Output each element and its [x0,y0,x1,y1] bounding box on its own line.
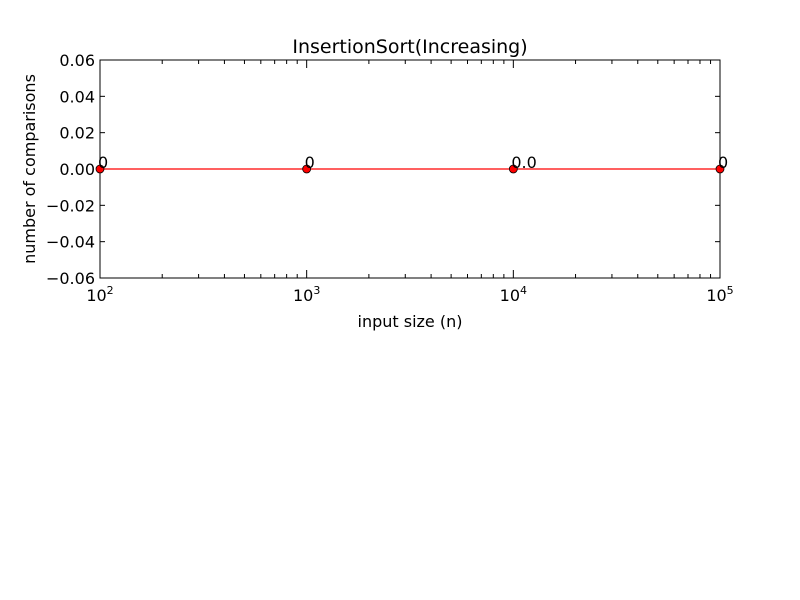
data-point [302,164,312,174]
data-point [508,164,518,174]
data-point [95,164,105,174]
y-axis-label: number of comparisons [20,74,39,264]
data-point [715,164,725,174]
x-tick-label: 105 [706,284,733,305]
y-tick-label: 0.04 [59,87,95,106]
x-tick-label: 104 [500,284,527,305]
x-tick-label: 102 [86,284,113,305]
data-label: 0.0 [511,153,536,172]
data-label: 0 [305,153,315,172]
x-tick-label: 103 [293,284,320,305]
x-axis-label: input size (n) [358,312,463,331]
data-label: 0 [98,153,108,172]
chart-title: InsertionSort(Increasing) [292,36,527,58]
y-tick-label: 0.02 [59,124,95,143]
y-tick-label: −0.04 [46,233,95,252]
y-tick-label: −0.02 [46,196,95,215]
y-tick-label: 0.06 [59,51,95,70]
y-tick-label: 0.00 [59,160,95,179]
data-label: 0 [718,153,728,172]
y-tick-label: −0.06 [46,269,95,288]
